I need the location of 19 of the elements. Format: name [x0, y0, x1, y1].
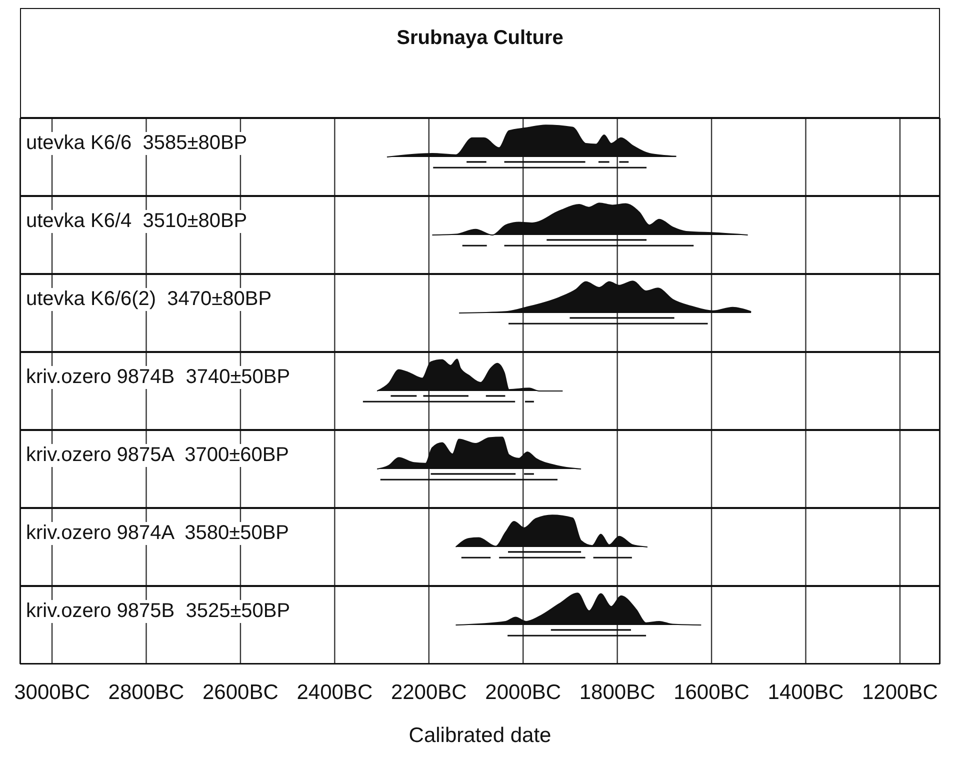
- x-axis-title: Calibrated date: [408, 724, 552, 748]
- x-tick-label: 1800BC: [579, 680, 656, 704]
- chart-title: utevka K6/6 3585±80BP: [24, 132, 250, 155]
- x-tick-label: 3000BC: [14, 680, 90, 704]
- x-tick-label: 2000BC: [485, 680, 562, 704]
- chart-title: kriv.ozero 9874B 3740±50BP: [24, 366, 292, 389]
- x-tick-label: 2600BC: [202, 680, 278, 704]
- x-tick-label: 2200BC: [390, 680, 467, 704]
- x-tick-label: 1600BC: [674, 680, 750, 704]
- text: Srubnaya Culture: [396, 26, 564, 50]
- chart-title: utevka K6/4 3510±80BP: [24, 210, 250, 233]
- x-tick-label: 1200BC: [862, 680, 938, 704]
- chart-title: kriv.ozero 9874A 3580±50BP: [24, 522, 291, 545]
- chart-title: kriv.ozero 9875B 3525±50BP: [24, 600, 292, 623]
- x-tick-label: 1400BC: [768, 680, 844, 704]
- x-tick-label: 2400BC: [296, 680, 373, 704]
- chart-title: kriv.ozero 9875A 3700±60BP: [24, 444, 291, 467]
- x-tick-label: 2800BC: [108, 680, 184, 704]
- chart-title: utevka K6/6(2) 3470±80BP: [24, 288, 274, 311]
